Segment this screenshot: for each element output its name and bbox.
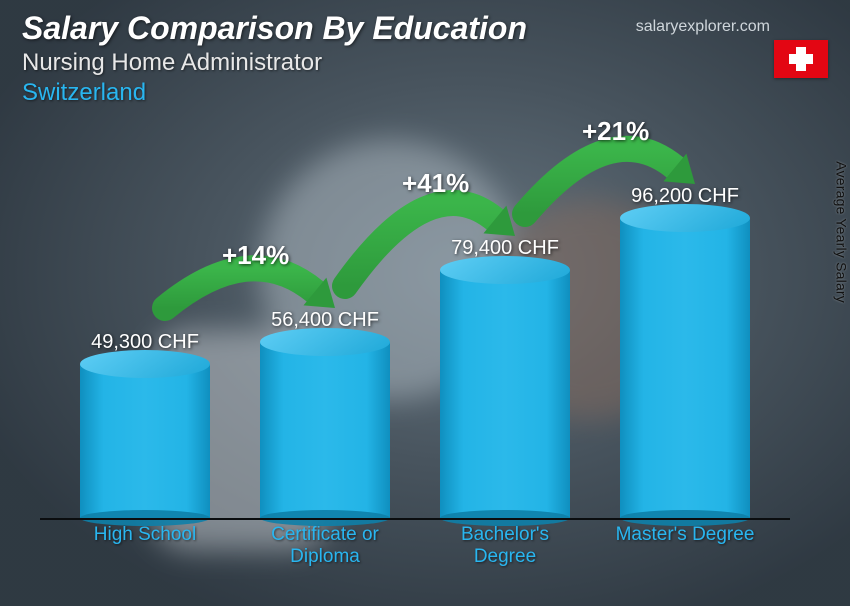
chart-country: Switzerland — [22, 79, 828, 107]
bar-body — [440, 270, 570, 518]
bar — [80, 364, 210, 518]
bar — [620, 218, 750, 518]
chart-subtitle: Nursing Home Administrator — [22, 49, 828, 77]
bar-body — [260, 342, 390, 518]
bar-top-icon — [440, 256, 570, 284]
bar-slot: 96,200 CHF — [610, 185, 760, 518]
brand-label: salaryexplorer.com — [636, 18, 770, 36]
bar-slot: 56,400 CHF — [250, 309, 400, 518]
category-label: Master's Degree — [610, 524, 760, 576]
bar-slot: 49,300 CHF — [70, 331, 220, 518]
bar-slot: 79,400 CHF — [430, 237, 580, 518]
bar-body — [80, 364, 210, 518]
chart-baseline — [40, 518, 790, 520]
bar — [440, 270, 570, 518]
category-label: High School — [70, 524, 220, 576]
bar-top-icon — [80, 350, 210, 378]
flag-switzerland-icon — [774, 40, 828, 78]
bar-top-icon — [620, 204, 750, 232]
category-label: Bachelor's Degree — [430, 524, 580, 576]
category-label: Certificate or Diploma — [250, 524, 400, 576]
y-axis-label: Average Yearly Salary — [834, 161, 850, 303]
bar-chart: 49,300 CHF56,400 CHF79,400 CHF96,200 CHF… — [40, 150, 790, 576]
bar-top-icon — [260, 328, 390, 356]
bar — [260, 342, 390, 518]
bar-body — [620, 218, 750, 518]
